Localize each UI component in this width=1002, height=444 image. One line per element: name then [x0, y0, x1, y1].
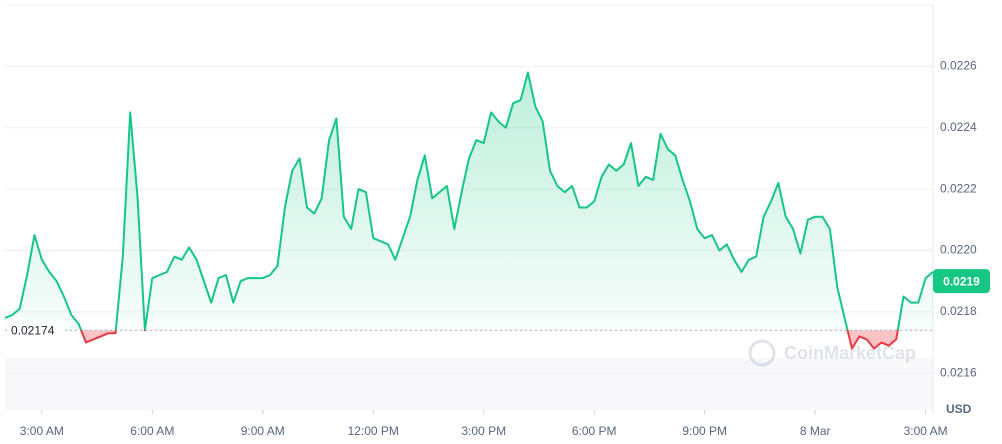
- y-tick-label: 0.0216: [940, 365, 977, 379]
- x-tick-label: 9:00 PM: [682, 424, 727, 438]
- x-tick-label: 3:00 AM: [904, 424, 948, 438]
- x-tick-label: 6:00 PM: [572, 424, 617, 438]
- y-tick-label: 0.0226: [940, 59, 977, 73]
- x-tick-label: 6:00 AM: [130, 424, 174, 438]
- price-badge-label: 0.0219: [943, 274, 980, 288]
- y-tick-label: 0.0220: [940, 243, 977, 257]
- baseline-label-bg: [7, 320, 65, 341]
- watermark-logo: [748, 339, 776, 367]
- watermark-text: CoinMarketCap: [784, 343, 916, 363]
- x-tick-label: 3:00 PM: [461, 424, 506, 438]
- x-tick-label: 12:00 PM: [348, 424, 399, 438]
- y-tick-label: 0.0218: [940, 304, 977, 318]
- price-badge: [933, 269, 990, 294]
- price-line: [4, 71, 934, 350]
- x-tick-label: 9:00 AM: [241, 424, 285, 438]
- price-area: [5, 72, 933, 349]
- unit-label: USD: [946, 402, 972, 416]
- baseline-label: 0.02174: [11, 323, 55, 337]
- watermark: CoinMarketCap: [748, 339, 916, 367]
- volume-band: [5, 358, 933, 410]
- y-tick-label: 0.0222: [940, 181, 977, 195]
- x-tick-label: 3:00 AM: [20, 424, 64, 438]
- x-tick-label: 8 Mar: [800, 424, 831, 438]
- y-tick-label: 0.0224: [940, 120, 977, 134]
